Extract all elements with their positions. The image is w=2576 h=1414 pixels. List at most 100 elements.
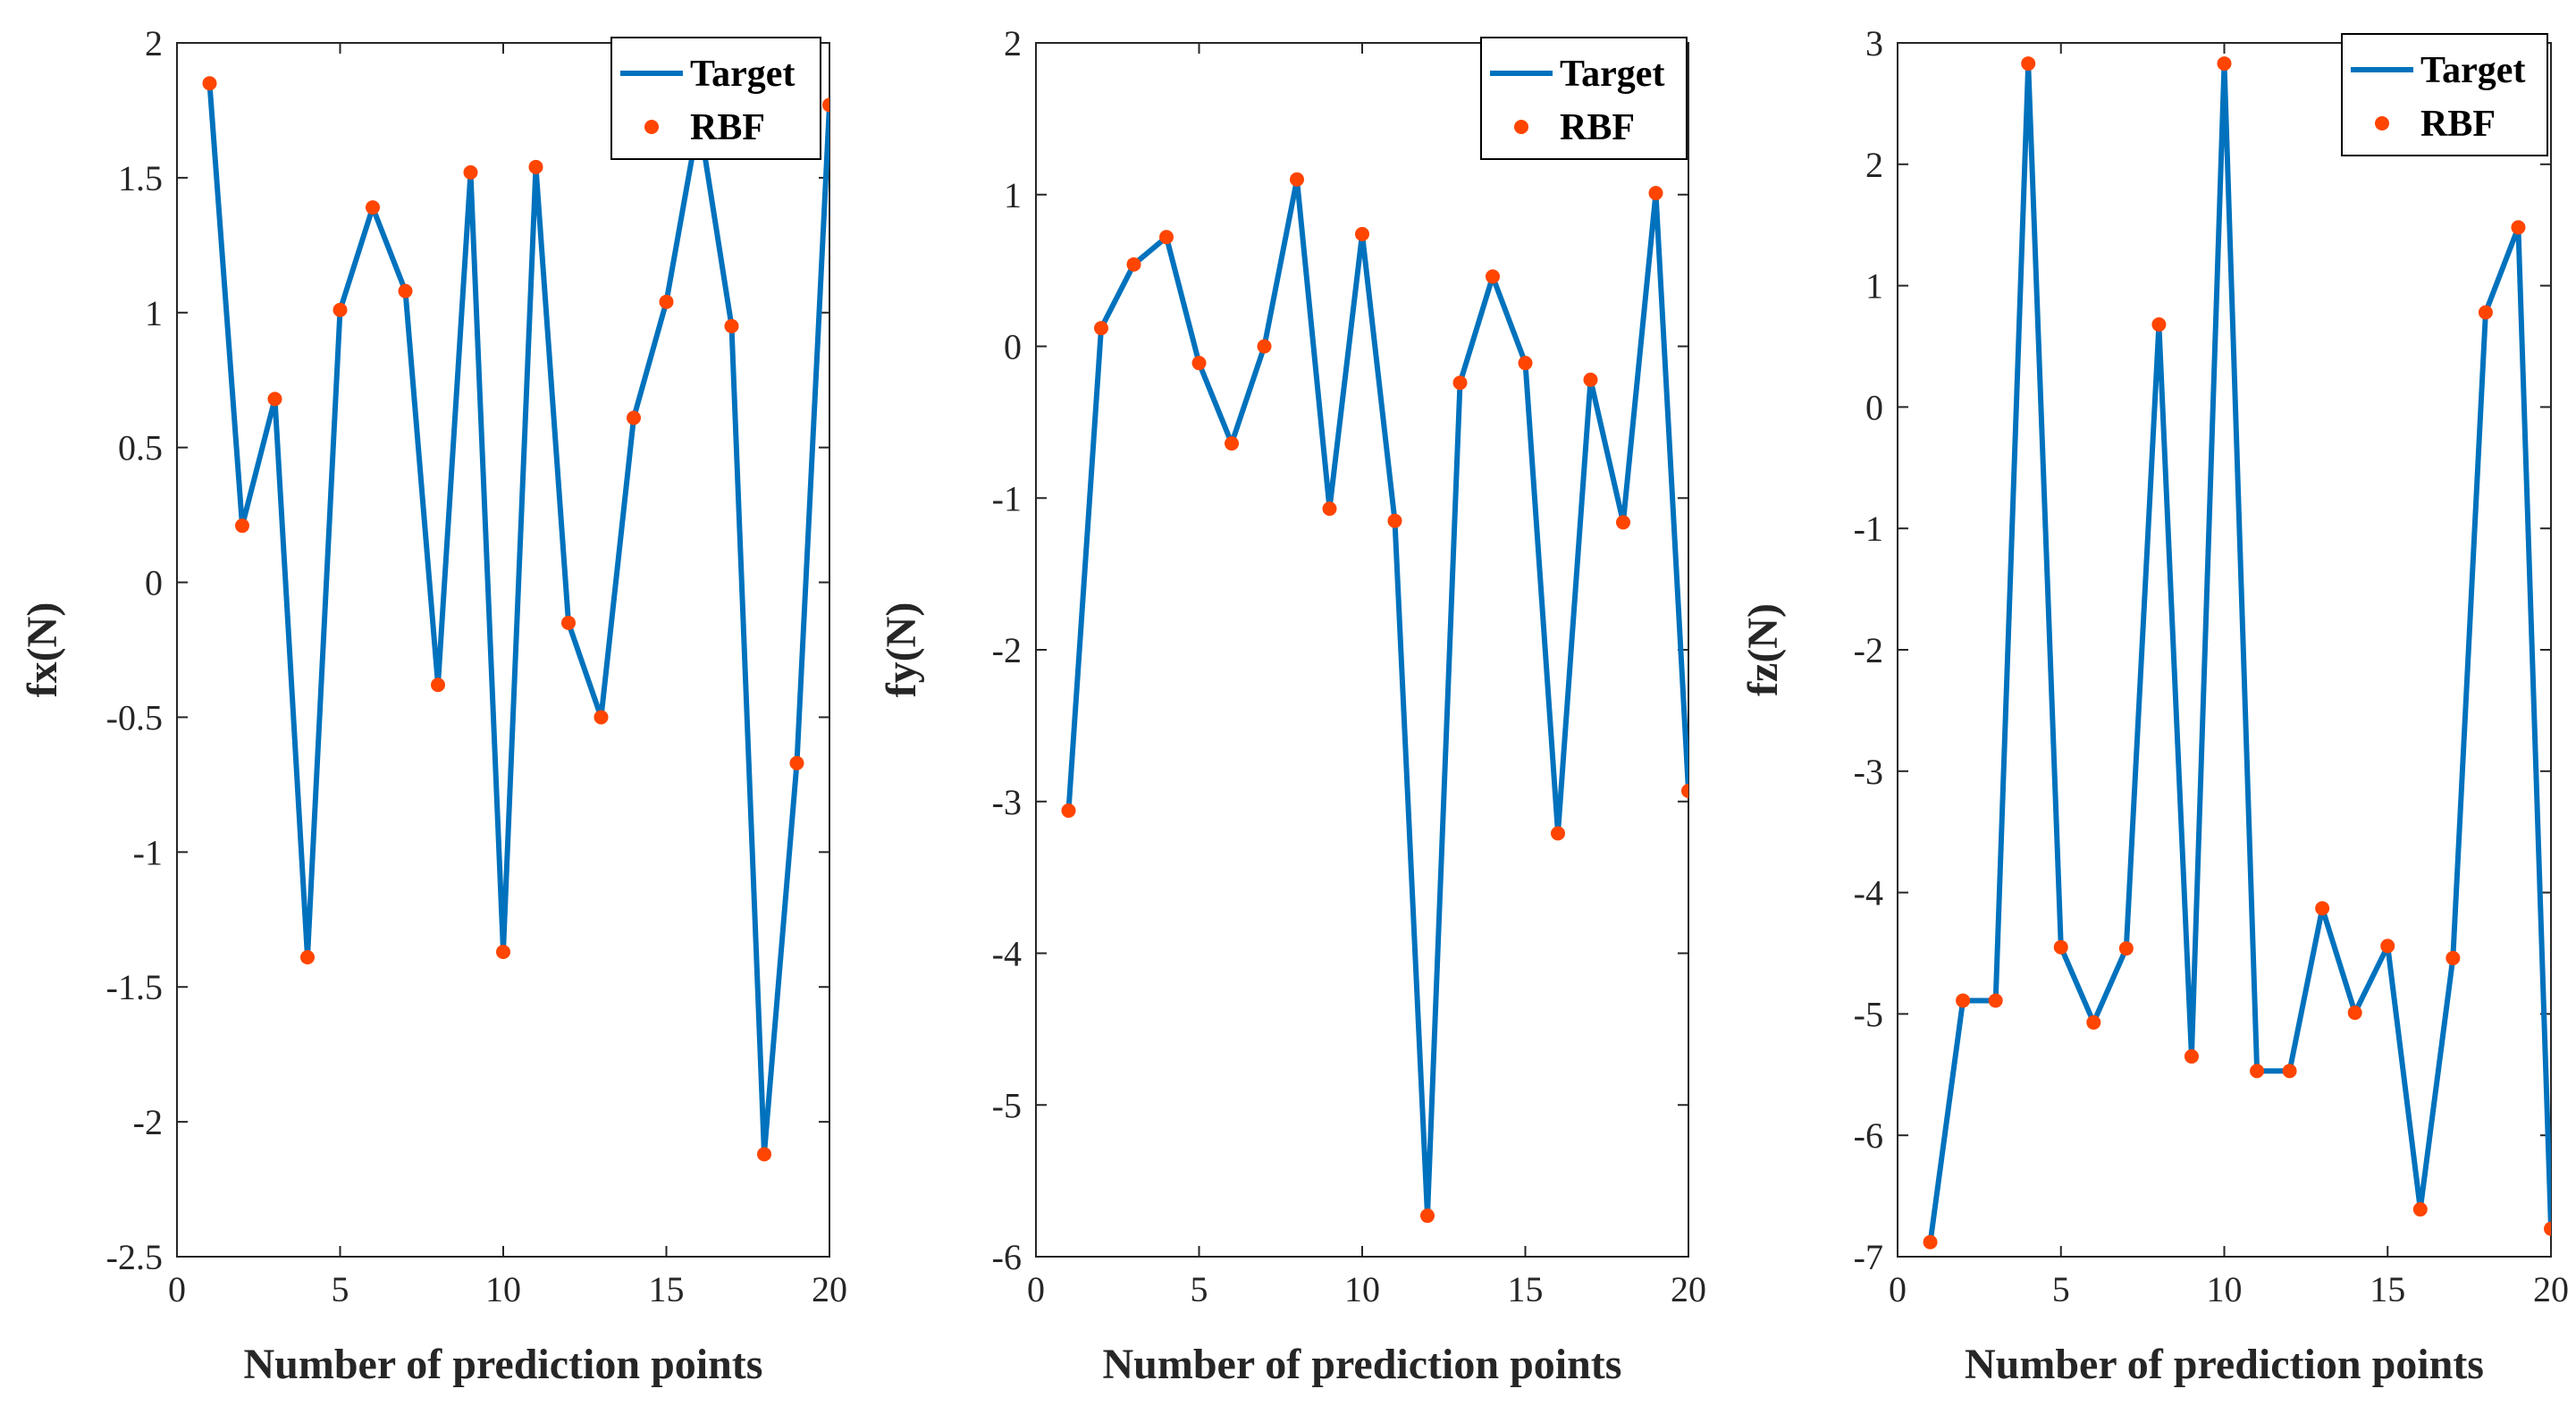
series-point-rbf [2282,1064,2297,1079]
series-point-rbf [1681,783,1688,798]
y-tick-label: 2 [1865,145,1883,185]
legend-label-target: Target [1560,54,1664,95]
series-point-rbf [2412,1202,2428,1217]
series-point-rbf [1257,339,1272,354]
x-tick-label: 5 [2052,1269,2070,1309]
y-tick-label: -2 [133,1102,163,1142]
y-tick-label: 0 [145,563,163,603]
y-axis-label: fy(N) [878,602,925,698]
x-tick-label: 10 [485,1269,521,1309]
y-tick-label: -1 [1854,509,1883,549]
series-point-rbf [2184,1048,2199,1064]
series-point-rbf [2118,941,2134,956]
series-point-rbf [1290,172,1304,187]
series-point-rbf [2446,950,2461,965]
series-point-rbf [1387,513,1402,528]
series-point-rbf [2544,1221,2551,1236]
y-tick-label: 3 [1865,23,1883,63]
series-point-rbf [1616,515,1630,530]
x-tick-label: 5 [332,1269,349,1309]
series-point-rbf [431,678,445,693]
legend-label-target: Target [690,54,795,95]
series-point-rbf [1551,826,1565,841]
y-tick-label: -5 [1854,994,1883,1034]
y-tick-label: -7 [1854,1237,1883,1277]
series-line-target [206,83,829,1157]
series-point-rbf [1988,993,2003,1008]
y-tick-label: 1 [145,293,163,333]
series-point-rbf [1923,1234,1938,1250]
y-tick-label: 1 [1865,266,1883,307]
x-axis-label: Number of prediction points [1965,1341,2484,1388]
series-point-rbf [2021,56,2036,72]
y-tick-label: -5 [992,1085,1022,1125]
x-tick-label: 20 [2533,1269,2569,1309]
legend-box [610,37,821,160]
series-point-rbf [1061,803,1076,818]
legend-label-target: Target [2420,50,2525,91]
series-point-rbf [202,76,217,91]
series-point-rbf [235,518,249,534]
y-tick-label: 2 [1004,23,1022,63]
x-tick-label: 0 [1027,1269,1045,1309]
series-point-rbf [463,164,478,180]
y-tick-label: -4 [1854,873,1883,913]
series-point-rbf [561,615,576,630]
series-point-rbf [1191,356,1207,371]
series-point-rbf [1518,356,1533,371]
series-point-rbf [2217,56,2232,72]
series-point-rbf [1956,993,1971,1008]
legend: Target RBF [2341,33,2548,156]
y-tick-label: -0.5 [106,697,163,737]
x-tick-label: 20 [812,1269,847,1309]
legend: Target RBF [1480,37,1688,160]
legend-marker-icon [644,120,659,134]
series-point-rbf [333,302,348,317]
legend-label-rbf: RBF [2420,104,2496,145]
series-point-rbf [822,97,829,113]
y-tick-label: -1 [133,832,163,872]
series-point-rbf [593,710,609,725]
series-point-rbf [1355,226,1369,241]
series-point-rbf [724,318,739,333]
plot-area [1061,172,1688,1224]
plot-area [1923,56,2551,1250]
y-tick-label: -2 [1854,630,1883,670]
x-tick-label: 10 [1344,1269,1380,1309]
series-point-rbf [2053,939,2068,955]
y-tick-label: -2.5 [106,1237,163,1277]
y-tick-label: -4 [992,934,1022,974]
plot-frame [176,42,830,1258]
x-tick-label: 20 [1671,1269,1706,1309]
series-point-rbf [2380,938,2395,954]
series-point-rbf [627,410,641,425]
series-point-rbf [366,200,380,215]
y-tick-label: 1 [1004,175,1022,215]
y-tick-label: 0 [1004,327,1022,367]
legend-box [2341,33,2548,156]
x-tick-label: 15 [649,1269,685,1309]
series-point-rbf [757,1147,771,1162]
series-point-rbf [2086,1014,2101,1030]
y-tick-label: -6 [992,1237,1022,1277]
y-tick-label: -1.5 [106,967,163,1007]
series-point-rbf [1583,372,1598,387]
x-tick-label: 10 [2207,1269,2243,1309]
legend: Target RBF [610,37,821,160]
plot-frame [1897,42,2552,1258]
x-tick-label: 15 [2370,1269,2405,1309]
y-tick-label: -2 [992,630,1022,670]
plot-frame [1035,42,1689,1258]
chart-panel-fxn: 0 5 10 15 20 -2.5 -2 -1.5 -1 -0.5 0 0.5 1 1.5 2 Number … [19,23,847,1388]
series-point-rbf [300,950,315,965]
x-tick-label: 5 [1191,1269,1208,1309]
y-axis-label: fz(N) [1739,603,1787,696]
series-point-rbf [1486,269,1500,284]
series-point-rbf [267,391,282,407]
chart-panel-fyn: 0 5 10 15 20 -6 -5 -4 -3 -2 -1 0 1 2 Number of predict… [878,23,1706,1388]
series-point-rbf [1322,501,1337,517]
x-axis-label: Number of prediction points [244,1341,763,1388]
series-point-rbf [2478,305,2493,320]
series-point-rbf [1420,1208,1435,1224]
